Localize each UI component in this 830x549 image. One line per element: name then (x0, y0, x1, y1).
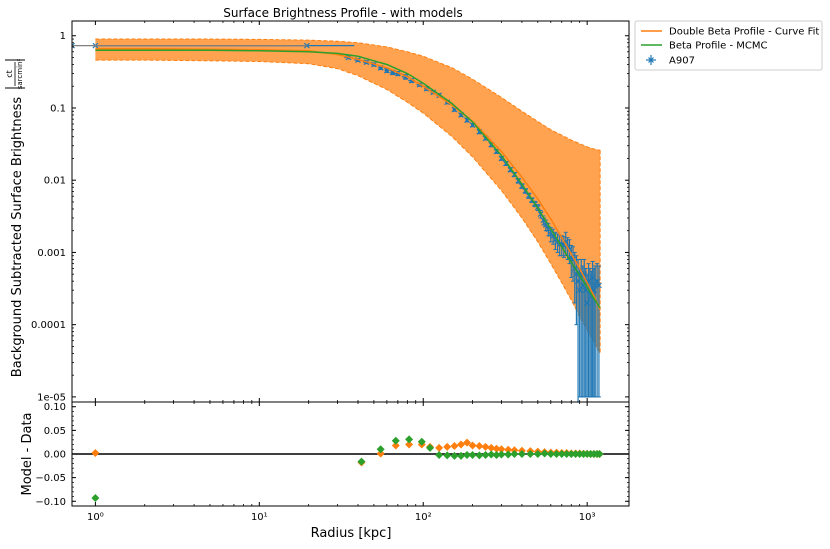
residual-series (91, 435, 604, 502)
chart-title: Surface Brightness Profile - with models (223, 6, 462, 20)
top-ytick-label: 0.0001 (31, 320, 66, 331)
residual-point (391, 436, 400, 445)
residual-point (463, 438, 472, 447)
bottom-ticks: 10⁰ 10¹ 10² 10³ 0.10 0.05 0.00 −0.05 −0.10 (35, 402, 629, 523)
top-panel: 1 0.1 0.01 0.001 0.0001 1e-05 (31, 20, 630, 403)
residual-point (468, 441, 477, 450)
top-plot-area (72, 38, 602, 402)
top-ytick-label: 1e-05 (37, 392, 66, 403)
residual-point (435, 443, 444, 452)
residual-point (457, 451, 466, 460)
bottom-plot-area (72, 435, 629, 502)
residual-point (595, 450, 604, 458)
residual-point (487, 443, 496, 452)
top-ytick-label: 0.001 (37, 248, 66, 259)
bottom-ytick-label: −0.10 (35, 497, 66, 508)
residual-point (475, 451, 484, 460)
residual-point (517, 450, 526, 458)
residual-point (546, 450, 555, 458)
legend-label-beta-mcmc: Beta Profile - MCMC (669, 41, 768, 52)
residual-point (426, 443, 435, 452)
residual-point (481, 442, 490, 451)
legend-errbar-marker (648, 57, 654, 63)
residual-point (540, 449, 549, 458)
top-ticks: 1 0.1 0.01 0.001 0.0001 1e-05 (31, 21, 629, 403)
residual-point (457, 440, 466, 449)
residual-point (450, 441, 459, 450)
residual-point (391, 441, 400, 450)
residual-point (481, 450, 490, 459)
residual-point (91, 493, 100, 502)
residual-point (562, 450, 571, 458)
residual-point (417, 437, 426, 446)
residual-point (504, 445, 513, 454)
residual-point (497, 450, 506, 459)
residual-point (91, 449, 100, 458)
a907-point (303, 42, 310, 49)
residual-point (443, 451, 452, 460)
unit-numerator: ct (5, 70, 14, 78)
residual-series (91, 438, 604, 467)
bottom-ytick-label: −0.05 (35, 473, 66, 484)
bottom-ytick-label: 0.00 (44, 450, 66, 461)
residual-point (526, 450, 535, 458)
residual-point (510, 450, 519, 458)
top-ytick-label: 1 (60, 31, 66, 42)
xlabel: Radius [kpc] (311, 526, 392, 541)
top-ylabel: Background Subtracted Surface Brightness (10, 97, 25, 378)
xtick-label: 10¹ (251, 512, 268, 523)
residual-point (533, 450, 542, 458)
bottom-ytick-label: 0.05 (44, 426, 66, 437)
legend-frame (634, 20, 823, 71)
bottom-ylabel: Model - Data (20, 412, 35, 495)
bottom-panel: 10⁰ 10¹ 10² 10³ 0.10 0.05 0.00 −0.05 −0.10 (35, 401, 630, 523)
residual-point (567, 450, 576, 458)
band-upper-edge (95, 38, 601, 151)
residual-point (435, 450, 444, 459)
legend-swatch-a907 (646, 55, 656, 65)
residual-point (475, 441, 484, 450)
a907-point (493, 148, 500, 155)
top-ytick-label: 0.1 (50, 103, 66, 114)
xtick-label: 10³ (579, 512, 596, 523)
legend-label-double-beta: Double Beta Profile - Curve Fit (669, 27, 819, 38)
bottom-ytick-label: 0.10 (44, 402, 66, 413)
residual-point (405, 440, 414, 449)
residual-point (504, 450, 513, 459)
unit-brackets (5, 59, 25, 89)
xtick-label: 10² (415, 512, 432, 523)
residual-point (492, 444, 501, 453)
residual-point (468, 450, 477, 459)
residual-point (552, 450, 561, 458)
residual-point (487, 450, 496, 459)
top-ytick-label: 0.01 (44, 176, 66, 187)
residual-point (357, 457, 366, 466)
residual-point (405, 435, 414, 444)
double-beta-confidence-band (95, 39, 601, 354)
top-ylabel-group: Background Subtracted Surface Brightness… (5, 59, 25, 378)
residual-point (450, 451, 459, 460)
a907-point (596, 282, 602, 289)
residual-point (463, 450, 472, 459)
band-lower-edge (95, 59, 601, 354)
legend: Double Beta Profile - Curve Fit Beta Pro… (634, 20, 823, 71)
residual-point (492, 450, 501, 459)
residual-point (376, 449, 385, 458)
residual-point (497, 445, 506, 454)
residual-point (557, 450, 566, 458)
xtick-label: 10⁰ (87, 512, 104, 523)
top-ylabel-unit: ct sarcmin² (5, 59, 25, 90)
unit-denominator: sarcmin² (16, 59, 24, 90)
residual-point (571, 450, 580, 458)
legend-label-a907: A907 (669, 56, 695, 67)
residual-point (443, 442, 452, 451)
residual-point (376, 445, 385, 454)
beta-mcmc-model-line (95, 49, 601, 309)
